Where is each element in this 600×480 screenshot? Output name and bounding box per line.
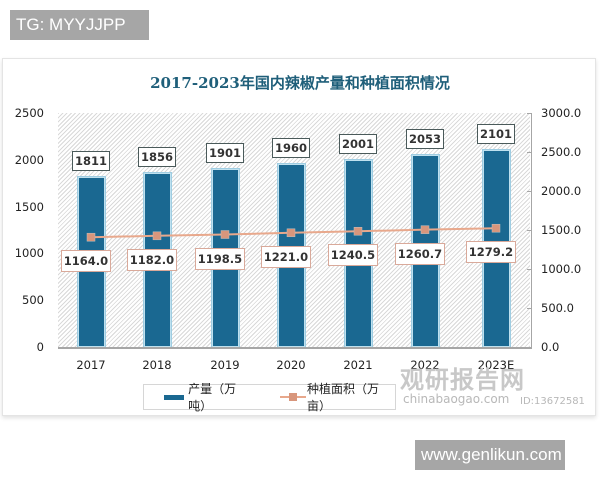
- x-axis-tick: 2023E: [477, 358, 515, 372]
- right-axis-tick-mark: [527, 230, 532, 231]
- watermark-top: TG: MYYJJPP: [10, 10, 149, 40]
- bar-value-label: 2001: [339, 133, 377, 154]
- bar-value-label: 1811: [72, 151, 110, 172]
- brand-watermark: 观研报告网: [400, 366, 525, 394]
- right-axis-tick: 2000.0: [541, 184, 582, 198]
- watermark-bottom: www.genlikun.com: [415, 440, 565, 470]
- brand-watermark-id: ID:13672581: [520, 396, 585, 407]
- right-axis-tick: 1500.0: [541, 223, 582, 237]
- right-axis-tick-mark: [527, 152, 532, 153]
- line-value-label: 1221.0: [261, 245, 311, 268]
- legend-line-marker-icon: [280, 393, 306, 401]
- left-axis-tick: 2500: [14, 106, 44, 120]
- right-axis-tick: 500.0: [541, 301, 574, 315]
- line-value-label: 1240.5: [328, 244, 378, 267]
- legend-label-area: 种植面积（万亩）: [306, 382, 379, 413]
- left-axis-tick: 0: [36, 340, 44, 354]
- legend-label-production: 产量（万吨）: [188, 382, 237, 413]
- bar-value-label: 1901: [206, 143, 244, 164]
- right-axis-tick: 1000.0: [541, 262, 582, 276]
- line-value-label: 1182.0: [127, 248, 177, 271]
- bar-value-label: 2053: [406, 128, 444, 149]
- left-axis-tick: 1000: [14, 246, 44, 261]
- right-axis-tick: 0.0: [541, 340, 560, 354]
- x-axis-tick: 2018: [142, 358, 172, 372]
- chart-legend: 产量（万吨） 种植面积（万亩）: [143, 382, 396, 413]
- x-axis-tick: 2022: [410, 358, 440, 372]
- line-value-label: 1279.2: [466, 241, 516, 264]
- bar-value-label: 1856: [138, 147, 176, 168]
- x-axis-tick: 2020: [276, 358, 306, 372]
- right-axis-tick-mark: [527, 269, 532, 270]
- bar-value-label: 1960: [272, 137, 310, 158]
- brand-watermark-sub: chinabaogao.com: [403, 392, 510, 406]
- right-axis-tick-mark: [527, 113, 532, 114]
- left-axis-tick: 2000: [14, 152, 44, 167]
- x-axis-tick: 2019: [210, 358, 240, 372]
- x-axis-tick: 2021: [343, 358, 373, 372]
- bar-value-label: 2101: [477, 124, 515, 145]
- line-value-label: 1164.0: [61, 250, 111, 273]
- legend-bar-swatch-icon: [164, 394, 185, 400]
- line-value-label: 1198.5: [195, 247, 245, 270]
- left-axis-tick: 1500: [14, 199, 44, 214]
- line-value-label: 1260.7: [395, 242, 445, 265]
- chart-title: 2017-2023年国内辣椒产量和种植面积情况: [150, 74, 450, 92]
- x-axis-baseline: [58, 347, 532, 349]
- right-axis-tick: 2500.0: [541, 145, 582, 159]
- right-axis-tick-mark: [527, 191, 532, 192]
- left-axis-tick: 500: [22, 293, 44, 308]
- x-axis-tick: 2017: [76, 358, 106, 372]
- right-axis-tick-mark: [527, 308, 532, 309]
- right-axis-tick: 3000.0: [541, 106, 582, 120]
